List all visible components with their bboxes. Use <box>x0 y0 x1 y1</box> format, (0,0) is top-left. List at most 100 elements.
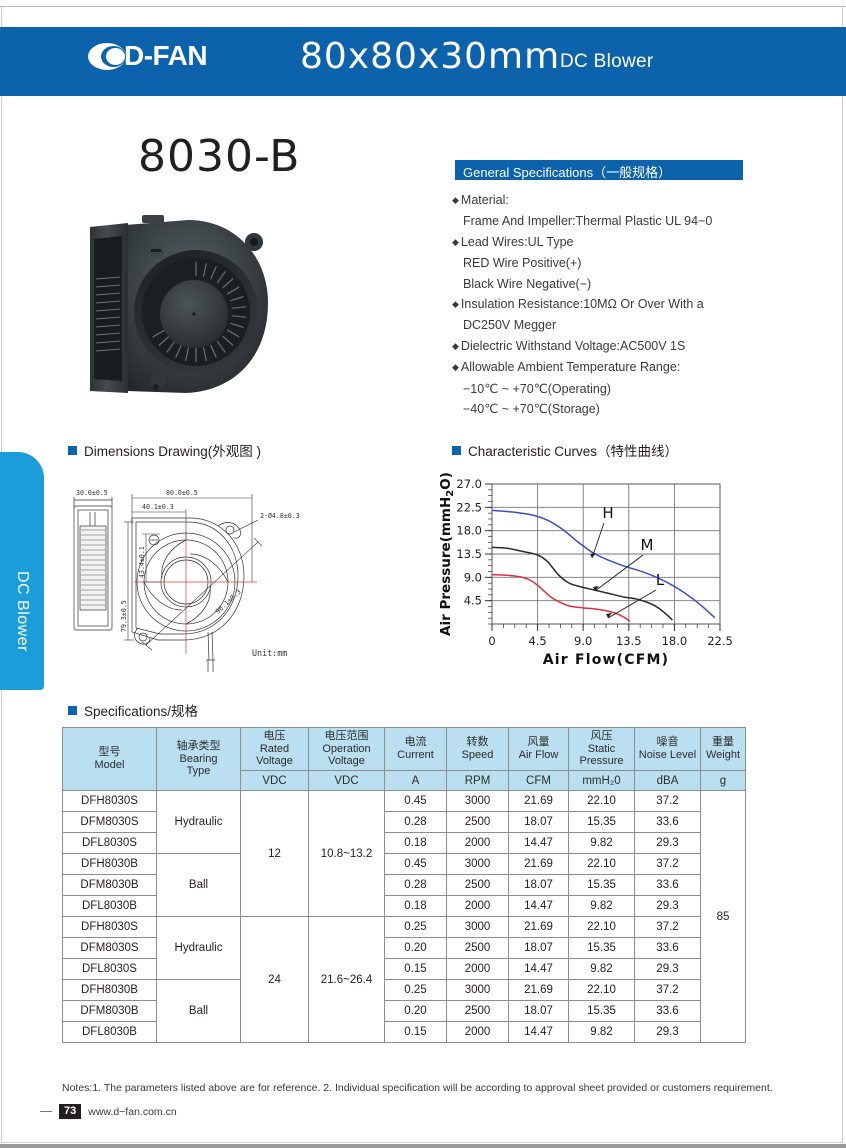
cell-speed: 3000 <box>446 790 509 812</box>
table-unit-cell: CFM <box>508 770 569 791</box>
table-row: DFL8030S 0.15 2000 14.47 9.82 29.3 <box>62 958 746 980</box>
brand-logo: D-FAN <box>88 40 208 71</box>
cell-noise-level: 37.2 <box>634 979 701 1001</box>
model-title: 8030-B <box>138 131 301 182</box>
bullet-square-icon <box>452 445 461 455</box>
specifications-table-wrapper: 型号 Model 轴承类型 Bearing Type 电压 Rated Voltage 电压范围… <box>62 727 746 1043</box>
table-header-operation-voltage: 电压范围 Operation Voltage <box>308 727 385 771</box>
table-header-speed: 转数 Speed <box>446 727 509 771</box>
table-unit-cell: RPM <box>446 770 509 791</box>
annotation-leader <box>607 589 657 619</box>
characteristic-curves-chart: 4.5 9.0 13.5 18.0 22.5 27.0 0 4.5 9.0 13.5 18.0 22.… <box>432 466 733 686</box>
cell-air-flow: 21.69 <box>508 916 569 938</box>
cell-current: 0.18 <box>384 895 447 917</box>
cell-model: DFL8030S <box>62 958 157 980</box>
cell-noise-level: 37.2 <box>634 790 701 812</box>
cell-noise-level: 33.6 <box>634 1000 701 1022</box>
y-tick-label: 22.5 <box>456 500 482 514</box>
dim-diagonal: 96.1±0.3 <box>214 588 243 616</box>
cell-current: 0.20 <box>384 937 447 959</box>
table-unit-cell: VDC <box>240 770 309 791</box>
brand-name: D-FAN <box>124 40 208 71</box>
cell-bearing-type: Hydraulic <box>156 790 241 854</box>
table-unit-cell: dBA <box>634 770 701 791</box>
y-tick-label: 18.0 <box>456 524 482 538</box>
table-row: DFH8030S Hydraulic 12 10.8~13.2 0.45 3000 21.6… <box>62 790 746 1043</box>
table-row: DFM8030B 0.28 2500 18.07 15.35 33.6 <box>62 874 746 896</box>
cell-current: 0.28 <box>384 874 447 896</box>
annotation-M: M <box>641 536 654 554</box>
cell-model: DFH8030S <box>62 790 157 812</box>
cell-model: DFL8030B <box>62 895 157 917</box>
cell-current: 0.28 <box>384 811 447 833</box>
cell-static-pressure: 15.35 <box>568 1000 635 1022</box>
section-label: Specifications/规格 <box>84 704 199 719</box>
x-tick-label: 0 <box>488 634 495 648</box>
cell-speed: 2000 <box>446 958 509 980</box>
section-heading-curves: Characteristic Curves（特性曲线） <box>452 440 678 460</box>
table-header-bearing-type: 轴承类型 Bearing Type <box>156 727 241 791</box>
table-unit-cell: g <box>700 770 746 791</box>
cell-model: DFM8030B <box>62 1000 157 1022</box>
notes-text: Notes:1. The parameters listed above are… <box>62 1082 773 1094</box>
cell-model: DFH8030B <box>62 979 157 1001</box>
page-footer: 73 www.d−fan.com.cn <box>40 1104 177 1119</box>
cell-noise-level: 37.2 <box>634 853 701 875</box>
website-url[interactable]: www.d−fan.com.cn <box>88 1105 177 1118</box>
general-spec-line: RED Wire Positive(+) <box>463 256 582 271</box>
table-header-model: 型号 Model <box>62 727 157 791</box>
cell-current: 0.20 <box>384 1000 447 1022</box>
table-header-unit-row: VDC VDC A RPM CFM mmH₂0 dBA g <box>63 770 746 791</box>
dim-inner-height: 43.4±0.1 <box>138 546 146 578</box>
cell-static-pressure: 22.10 <box>568 853 635 875</box>
cell-speed: 2500 <box>446 811 509 833</box>
cell-air-flow: 21.69 <box>508 790 569 812</box>
table-header-noise-level: 噪音 Noise Level <box>634 727 701 771</box>
dimensions-drawing: 30.0±0.5 80.0±0.5 40.1±0.3 43.4±0.1 79.3… <box>62 482 372 682</box>
table-row: DFM8030B 0.20 2500 18.07 15.35 33.6 <box>62 1000 746 1022</box>
general-spec-line: Frame And Impeller:Thermal Plastic UL 94… <box>463 214 713 229</box>
cell-current: 0.15 <box>384 1021 447 1043</box>
cell-static-pressure: 9.82 <box>568 958 635 980</box>
cell-speed: 2000 <box>446 895 509 917</box>
cell-weight: 85 <box>700 790 746 1043</box>
general-spec-line: Lead Wires:UL Type <box>452 232 782 253</box>
cell-air-flow: 14.47 <box>508 895 569 917</box>
cell-static-pressure: 22.10 <box>568 916 635 938</box>
table-unit-cell: VDC <box>308 770 385 791</box>
header-product-type: DC Blower <box>560 51 654 72</box>
annotation-arrow <box>590 553 596 558</box>
top-rule <box>0 0 846 7</box>
table-row: DFH8030B Ball 0.45 3000 21.69 22.10 37.2 <box>62 853 746 917</box>
general-spec-line: Black Wire Negative(−) <box>463 276 592 291</box>
table-row: DFH8030S Hydraulic 24 21.6~26.4 0.25 3000 21.6… <box>62 916 746 1043</box>
dim-side-width: 30.0±0.5 <box>76 489 108 497</box>
dim-overall-height: 79.3±0.5 <box>120 600 128 632</box>
cell-static-pressure: 9.82 <box>568 1021 635 1043</box>
specifications-table: 型号 Model 轴承类型 Bearing Type 电压 Rated Voltage 电压范围… <box>62 727 746 1043</box>
y-axis-title: Air Pressure(mmH2O) <box>438 472 456 636</box>
curve-L <box>492 573 631 623</box>
cell-current: 0.18 <box>384 832 447 854</box>
general-spec-line: −40℃ ~ +70℃(Storage) <box>463 402 600 417</box>
footer-dash <box>40 1111 52 1112</box>
table-header-air-flow: 风量 Air Flow <box>508 727 569 771</box>
table-header-main-row: 型号 Model 轴承类型 Bearing Type 电压 Rated Voltage 电压范围… <box>62 727 746 791</box>
cell-model: DFH8030S <box>62 916 157 938</box>
cell-noise-level: 29.3 <box>634 958 701 980</box>
cell-speed: 2000 <box>446 1021 509 1043</box>
dim-mount-holes: 2-Ø4.8±0.3 <box>260 512 300 520</box>
cell-model: DFH8030B <box>62 853 157 875</box>
cell-air-flow: 18.07 <box>508 1000 569 1022</box>
table-row: DFH8030B Ball 0.25 3000 21.69 22.10 37.2 <box>62 979 746 1043</box>
general-spec-line: Insulation Resistance:10MΩ Or Over With … <box>452 294 782 315</box>
page-header: D-FAN 80x80x30mm DC Blower <box>0 27 846 96</box>
page-number: 73 <box>59 1104 82 1119</box>
table-header-current: 电流 Current <box>384 727 447 771</box>
cell-noise-level: 29.3 <box>634 1021 701 1043</box>
cell-current: 0.25 <box>384 979 447 1001</box>
product-photo <box>68 195 318 415</box>
general-spec-line: Material: <box>452 190 782 211</box>
cell-noise-level: 33.6 <box>634 811 701 833</box>
